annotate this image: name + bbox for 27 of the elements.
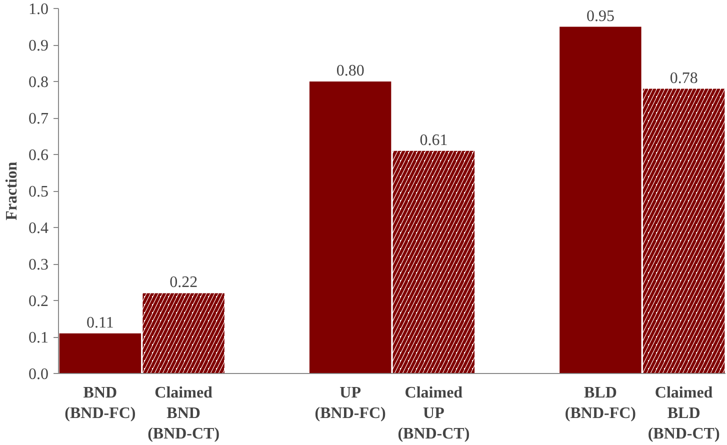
data-label: 0.11	[86, 314, 114, 332]
bar	[309, 82, 392, 374]
x-tick-label: UP (BND-FC)	[314, 384, 386, 422]
y-tick-label: 0.3	[28, 256, 48, 274]
bar	[560, 26, 642, 374]
x-tick-label: BND (BND-FC)	[64, 384, 136, 422]
y-tick-label: 0.0	[28, 366, 48, 383]
data-label: 0.61	[420, 132, 448, 149]
x-tick-label: Claimed BND (BND-CT)	[148, 384, 220, 442]
y-tick-label: 0.4	[28, 220, 48, 237]
data-label: 0.95	[586, 8, 614, 25]
bar	[59, 333, 142, 374]
y-tick-label: 0.6	[28, 147, 48, 164]
y-tick-label: 0.1	[28, 330, 48, 346]
x-tick-label: Claimed UP (BND-CT)	[398, 384, 470, 442]
y-axis-title: Fraction	[4, 162, 20, 220]
y-tick-label: 0.2	[28, 293, 48, 310]
y-tick-label: 0.9	[28, 38, 48, 54]
data-label: 0.22	[170, 274, 198, 292]
data-label: 0.78	[670, 70, 698, 87]
y-tick-label: 0.7	[28, 110, 48, 128]
y-tick-label: 0.5	[28, 184, 48, 200]
y-tick-label: 1.0	[28, 1, 48, 18]
data-label: 0.80	[336, 62, 364, 80]
y-tick-label: 0.8	[28, 74, 48, 91]
x-tick-label: BLD (BND-FC)	[564, 384, 636, 422]
x-tick-label: Claimed BLD (BND-CT)	[648, 384, 720, 442]
